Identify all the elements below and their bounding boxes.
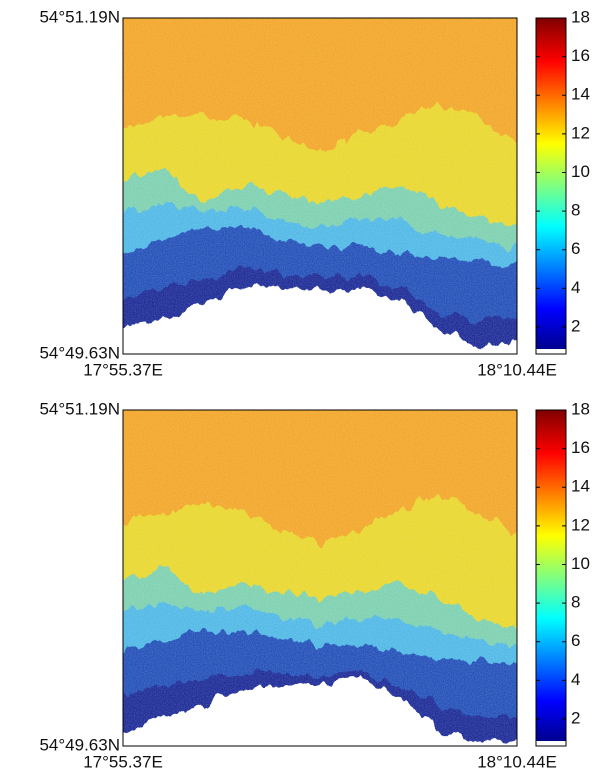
colorbar-tick-label: 2 (571, 708, 580, 727)
colorbar-tick-label: 14 (571, 477, 590, 496)
colorbar-tick-label: 16 (571, 438, 590, 457)
colorbar-frame (535, 17, 567, 355)
y-tick-label: 54°51.19N (39, 399, 120, 418)
x-tick-label: 18°10.44E (477, 752, 557, 771)
colorbar-tick-label: 14 (571, 85, 590, 104)
x-tick-label: 18°10.44E (477, 360, 557, 379)
panel: 17°55.37E 18°10.44E 54°49.63N 54°51.19N 2 4 6 8… (39, 399, 589, 771)
colorbar-tick-label: 12 (571, 515, 590, 534)
colorbar-tick-label: 8 (571, 593, 580, 612)
colorbar-tick-label: 6 (571, 631, 580, 650)
colorbar-low (536, 349, 566, 354)
colorbar-tick-label: 6 (571, 239, 580, 258)
colorbar (536, 18, 566, 349)
x-tick-label: 17°55.37E (83, 360, 163, 379)
heatmap-field (123, 18, 517, 354)
heatmap-field (123, 410, 517, 746)
y-tick-label: 54°49.63N (39, 343, 120, 362)
field-speckle (123, 410, 517, 746)
colorbar-low (536, 741, 566, 746)
plot-frame (122, 409, 518, 747)
colorbar-tick-label: 10 (571, 554, 590, 573)
colorbar-frame (535, 409, 567, 747)
y-tick-label: 54°49.63N (39, 735, 120, 754)
colorbar-tick-label: 4 (571, 278, 580, 297)
colorbar-tick-label: 12 (571, 123, 590, 142)
y-tick-label: 54°51.19N (39, 7, 120, 26)
x-tick-label: 17°55.37E (83, 752, 163, 771)
colorbar (536, 410, 566, 741)
colorbar-tick-label: 18 (571, 7, 590, 26)
field-speckle (123, 18, 517, 354)
colorbar-tick-label: 2 (571, 316, 580, 335)
panel: 17°55.37E 18°10.44E 54°49.63N 54°51.19N 2 4 6 8… (39, 7, 589, 379)
colorbar-tick-label: 16 (571, 46, 590, 65)
colorbar-tick-label: 4 (571, 670, 580, 689)
colorbar-tick-label: 18 (571, 399, 590, 418)
colorbar-tick-label: 10 (571, 162, 590, 181)
plot-frame (122, 17, 518, 355)
colorbar-tick-label: 8 (571, 201, 580, 220)
